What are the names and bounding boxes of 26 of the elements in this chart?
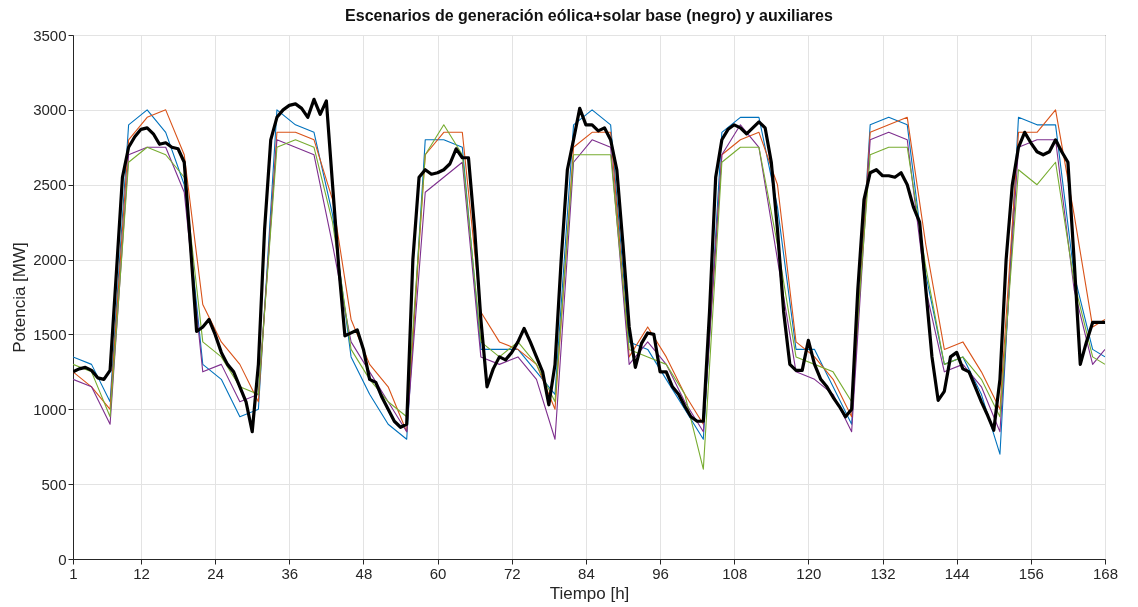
y-tick-label: 0 (58, 550, 67, 568)
y-tick-label: 1000 (33, 400, 67, 418)
x-tick-label: 24 (207, 564, 224, 582)
x-tick-label: 108 (722, 564, 748, 582)
y-tick-label: 2500 (33, 176, 67, 194)
x-tick-label: 144 (944, 564, 970, 582)
x-tick-label: 156 (1018, 564, 1044, 582)
x-tick-label: 96 (652, 564, 669, 582)
x-tick-label: 72 (503, 564, 521, 582)
x-tick-label: 60 (429, 564, 447, 582)
x-tick-label: 1 (69, 564, 78, 582)
y-tick-label: 500 (41, 475, 67, 493)
y-tick-label: 3500 (33, 26, 67, 44)
x-tick-label: 36 (281, 564, 299, 582)
y-tick-label: 3000 (33, 101, 67, 119)
chart-title: Escenarios de generación eólica+solar base (negro) y auxiliares (345, 7, 833, 24)
y-tick-label: 1500 (33, 325, 67, 343)
x-tick-label: 12 (133, 564, 150, 582)
x-axis-title: Tiempo [h] (549, 583, 630, 603)
x-tick-label: 120 (796, 564, 822, 582)
y-tick-label: 2000 (33, 251, 67, 269)
x-tick-label: 132 (870, 564, 896, 582)
x-tick-label: 168 (1092, 564, 1119, 582)
y-axis-title: Potencia [MW] (10, 242, 30, 353)
x-tick-label: 84 (578, 564, 595, 582)
x-tick-label: 48 (355, 564, 373, 582)
